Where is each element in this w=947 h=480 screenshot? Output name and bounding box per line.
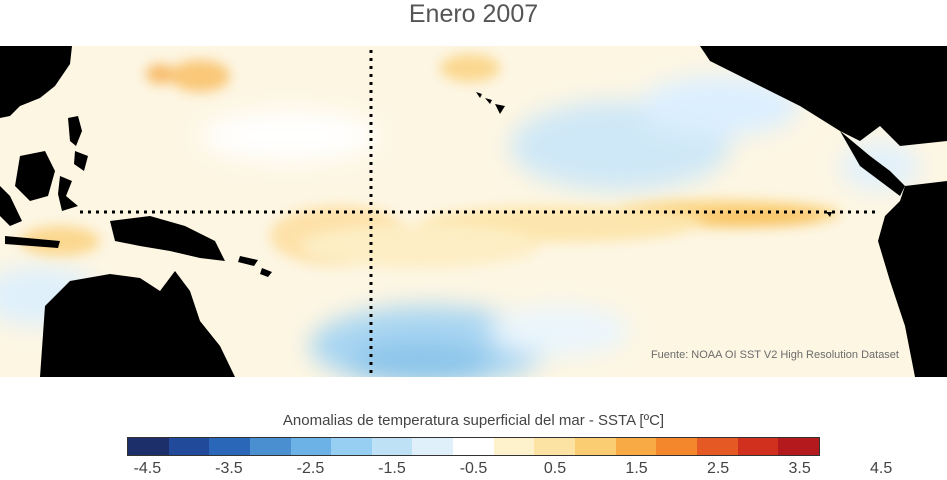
colorbar-swatch: [371, 438, 413, 455]
colorbar: [127, 437, 820, 456]
colorbar-swatch: [737, 438, 779, 455]
hawaii: [476, 92, 505, 114]
colorbar-swatch: [615, 438, 657, 455]
map-title: Enero 2007: [408, 0, 539, 28]
colorbar-swatch: [331, 438, 372, 455]
warm-anomaly-areas: [20, 54, 885, 268]
source-note: Fuente: NOAA OI SST V2 High Resolution D…: [650, 349, 899, 361]
ssta-map: [0, 46, 947, 377]
colorbar-swatch: [128, 438, 169, 455]
central-america: [840, 131, 905, 196]
colorbar-tick-label: 3.5: [788, 460, 811, 477]
colorbar-swatch: [453, 438, 494, 455]
colorbar-tick-label: 2.5: [706, 460, 730, 477]
ssta-map-canvas: [0, 46, 947, 377]
australia: [40, 271, 235, 377]
colorbar-swatch: [249, 438, 291, 455]
colorbar-swatch: [778, 438, 819, 455]
colorbar-swatch: [209, 438, 250, 455]
colorbar-swatch: [412, 438, 454, 455]
borneo: [15, 151, 55, 201]
colorbar-tick-label: 1.5: [625, 460, 648, 477]
colorbar-swatch: [290, 438, 332, 455]
sumatra: [0, 186, 22, 226]
colorbar-swatch: [656, 438, 697, 455]
colorbar-tick-label: -1.5: [378, 460, 406, 477]
south-america: [878, 181, 947, 377]
colorbar-swatch: [575, 438, 616, 455]
galapagos: [826, 212, 832, 217]
new-guinea: [110, 216, 225, 261]
colorbar-tick-label: 0.5: [543, 460, 567, 477]
colorbar-swatch: [493, 438, 535, 455]
cuba: [848, 86, 900, 99]
sulawesi: [58, 176, 78, 211]
java: [5, 236, 60, 248]
colorbar-tick-label: -3.5: [215, 460, 243, 477]
colorbar-swatch: [168, 438, 210, 455]
colorbar-tick-label: -0.5: [459, 460, 488, 477]
colorbar-swatch: [534, 438, 576, 455]
philippines: [68, 116, 88, 171]
colorbar-swatch: [696, 438, 738, 455]
solomon-islands: [238, 256, 272, 277]
reference-lines: [80, 50, 880, 377]
north-america: [700, 46, 947, 146]
colorbar-tick-label: -4.5: [133, 460, 162, 477]
colorbar-label: Anomalias de temperatura superficial del…: [282, 412, 665, 429]
asia-mainland: [0, 46, 72, 118]
colorbar-tick-label: 4.5: [870, 460, 893, 477]
colorbar-tick-label: -2.5: [296, 460, 325, 477]
landmasses: [0, 46, 947, 377]
